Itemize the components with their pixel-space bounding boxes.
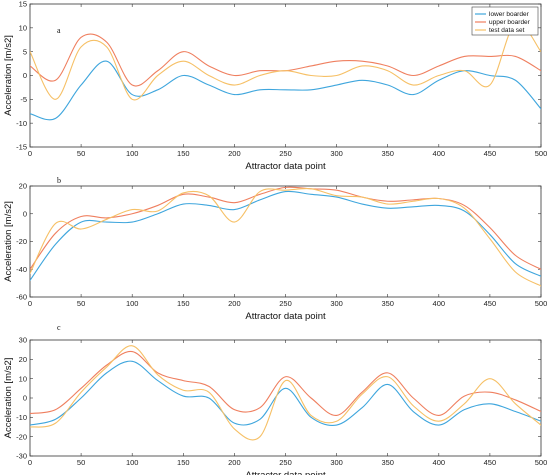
panel-letter: c <box>57 323 61 332</box>
x-tick-label: 400 <box>433 458 446 467</box>
series-line-test-data-set <box>30 345 541 441</box>
x-axis-label: Attractor data point <box>245 311 326 322</box>
y-tick-label: -60 <box>16 293 27 302</box>
x-tick-label: 500 <box>535 299 548 308</box>
x-tick-label: 500 <box>535 149 548 158</box>
y-tick-label: 30 <box>19 336 27 345</box>
y-tick-label: -40 <box>16 265 27 274</box>
x-tick-label: 100 <box>126 458 139 467</box>
x-tick-label: 400 <box>433 299 446 308</box>
series-line-upper-boarder <box>30 186 541 270</box>
series-group <box>30 186 541 287</box>
y-tick-label: 20 <box>19 182 27 191</box>
y-axis-label: Acceleration [m/s2] <box>3 35 14 116</box>
x-tick-label: 0 <box>28 299 32 308</box>
x-tick-label: 450 <box>484 149 497 158</box>
y-axis-label: Acceleration [m/s2] <box>3 358 14 439</box>
x-tick-label: 150 <box>177 299 190 308</box>
x-tick-label: 200 <box>228 458 241 467</box>
legend-entry: lower boarder <box>489 11 530 18</box>
y-tick-label: -10 <box>16 119 27 128</box>
y-tick-label: -15 <box>16 143 27 152</box>
x-tick-label: 500 <box>535 458 548 467</box>
x-tick-label: 400 <box>433 149 446 158</box>
y-tick-label: 0 <box>23 394 27 403</box>
x-axis-label: Attractor data point <box>245 161 326 172</box>
y-tick-label: -20 <box>16 432 27 441</box>
series-group <box>30 345 541 441</box>
x-tick-label: 50 <box>77 149 85 158</box>
panel-a: 0 50 100 150 200 250 300 350 400 450 500 -15 -10 -5 0 5… <box>3 0 547 172</box>
panel-letter: a <box>57 26 61 35</box>
x-tick-label: 200 <box>228 299 241 308</box>
y-tick-label: -30 <box>16 452 27 461</box>
series-line-lower-boarder <box>30 190 541 281</box>
x-tick-label: 100 <box>126 299 139 308</box>
plot-frame <box>29 185 542 298</box>
x-tick-label: 50 <box>77 299 85 308</box>
panel-b: 0 50 100 150 200 250 300 350 400 450 500 -60 -40 -20 0… <box>3 176 547 322</box>
x-tick-label: 450 <box>484 299 497 308</box>
x-tick-label: 150 <box>177 458 190 467</box>
x-tick-label: 0 <box>28 149 32 158</box>
y-axis-label: Acceleration [m/s2] <box>3 201 14 282</box>
x-tick-label: 200 <box>228 149 241 158</box>
x-tick-label: 350 <box>381 149 394 158</box>
y-tick-label: 10 <box>19 374 27 383</box>
panel-c: 0 50 100 150 200 250 300 350 400 450 500 -30 -20 -10 0… <box>3 323 547 475</box>
series-line-lower-boarder <box>30 360 541 427</box>
x-tick-label: 250 <box>279 458 292 467</box>
x-axis-label: Attractor data point <box>245 470 326 475</box>
series-line-test-data-set <box>30 187 541 287</box>
x-tick-label: 100 <box>126 149 139 158</box>
x-tick-label: 450 <box>484 458 497 467</box>
series-group <box>30 21 541 121</box>
x-tick-label: 350 <box>381 458 394 467</box>
y-tick-label: 15 <box>19 0 27 9</box>
x-tick-label: 300 <box>330 458 343 467</box>
panel-letter: b <box>57 176 61 185</box>
x-tick-label: 250 <box>279 299 292 308</box>
y-tick-label: -5 <box>20 95 27 104</box>
plot-frame <box>29 339 542 457</box>
x-tick-label: 0 <box>28 458 32 467</box>
x-tick-label: 300 <box>330 149 343 158</box>
x-tick-label: 300 <box>330 299 343 308</box>
plot-frame <box>29 3 542 148</box>
x-tick-label: 350 <box>381 299 394 308</box>
y-tick-label: 10 <box>19 23 27 32</box>
legend-entry: upper boarder <box>489 19 531 26</box>
y-tick-label: 20 <box>19 355 27 364</box>
y-tick-label: -20 <box>16 237 27 246</box>
y-tick-label: 0 <box>23 209 27 218</box>
x-tick-label: 50 <box>77 458 85 467</box>
legend-entry: test data set <box>489 27 525 34</box>
x-tick-label: 250 <box>279 149 292 158</box>
y-tick-label: 0 <box>23 71 27 80</box>
series-line-lower-boarder <box>30 60 541 121</box>
y-tick-label: -10 <box>16 413 27 422</box>
y-tick-label: 5 <box>23 47 27 56</box>
series-line-test-data-set <box>30 21 541 101</box>
x-tick-label: 150 <box>177 149 190 158</box>
